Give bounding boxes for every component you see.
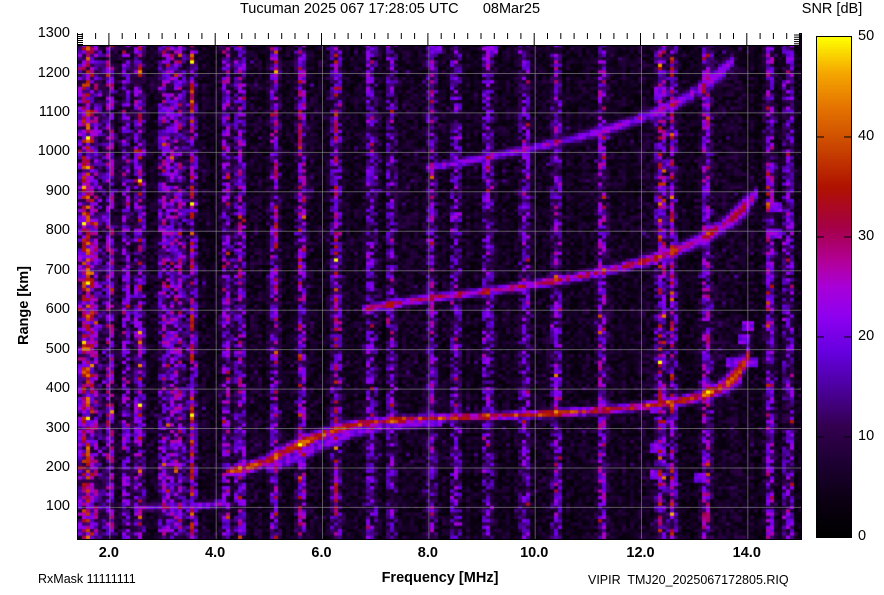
colorbar-title: SNR [dB]: [801, 1, 863, 17]
colorbar[interactable]: [816, 36, 852, 538]
y-tick-label: 600: [45, 301, 70, 318]
y-tick-label: 500: [45, 340, 70, 357]
y-tick-label: 1200: [37, 64, 70, 81]
x-tick-label: 12.0: [626, 545, 655, 561]
x-tick-label: 6.0: [311, 545, 332, 561]
x-tick-label: 2.0: [98, 545, 119, 561]
y-tick-label: 1100: [38, 103, 70, 120]
x-tick-label: 8.0: [417, 545, 438, 561]
y-tick-label: 300: [45, 419, 70, 436]
colorbar-tick-label: 20: [858, 328, 875, 344]
x-tick-label: 10.0: [520, 545, 549, 561]
y-tick-label: 200: [45, 459, 70, 475]
y-tick-label: 800: [45, 222, 70, 239]
y-tick-label: 700: [45, 261, 70, 278]
x-axis-label: Frequency [MHz]: [381, 570, 499, 586]
colorbar-gradient: [817, 37, 851, 537]
ionogram-plot-area[interactable]: [77, 33, 802, 540]
page-title: Tucuman 2025 067 17:28:05 UTC 08Mar25: [239, 1, 541, 17]
y-tick-label: 1000: [37, 143, 70, 160]
title-row: Tucuman 2025 067 17:28:05 UTC 08Mar25 SN…: [0, 0, 884, 24]
ionogram-heatmap-canvas: [78, 34, 801, 539]
colorbar-tick-label: 50: [858, 28, 875, 44]
y-tick-label: 100: [45, 498, 70, 515]
colorbar-tick-label: 10: [858, 428, 875, 444]
x-tick-label: 14.0: [732, 545, 761, 561]
rxmask-label: RxMask 11111111: [38, 572, 136, 586]
colorbar-tick-label: 30: [858, 228, 875, 244]
y-tick-label: 400: [45, 380, 70, 397]
file-tag-label: VIPIR TMJ20_2025067172805.RIQ: [588, 573, 789, 587]
colorbar-tick-label: 0: [858, 528, 867, 544]
y-tick-label: 1300: [37, 25, 70, 41]
x-tick-label: 4.0: [205, 545, 226, 561]
top-tick-axis: [77, 33, 800, 46]
colorbar-tick-label: 40: [858, 128, 875, 144]
y-tick-label: 900: [45, 182, 70, 199]
